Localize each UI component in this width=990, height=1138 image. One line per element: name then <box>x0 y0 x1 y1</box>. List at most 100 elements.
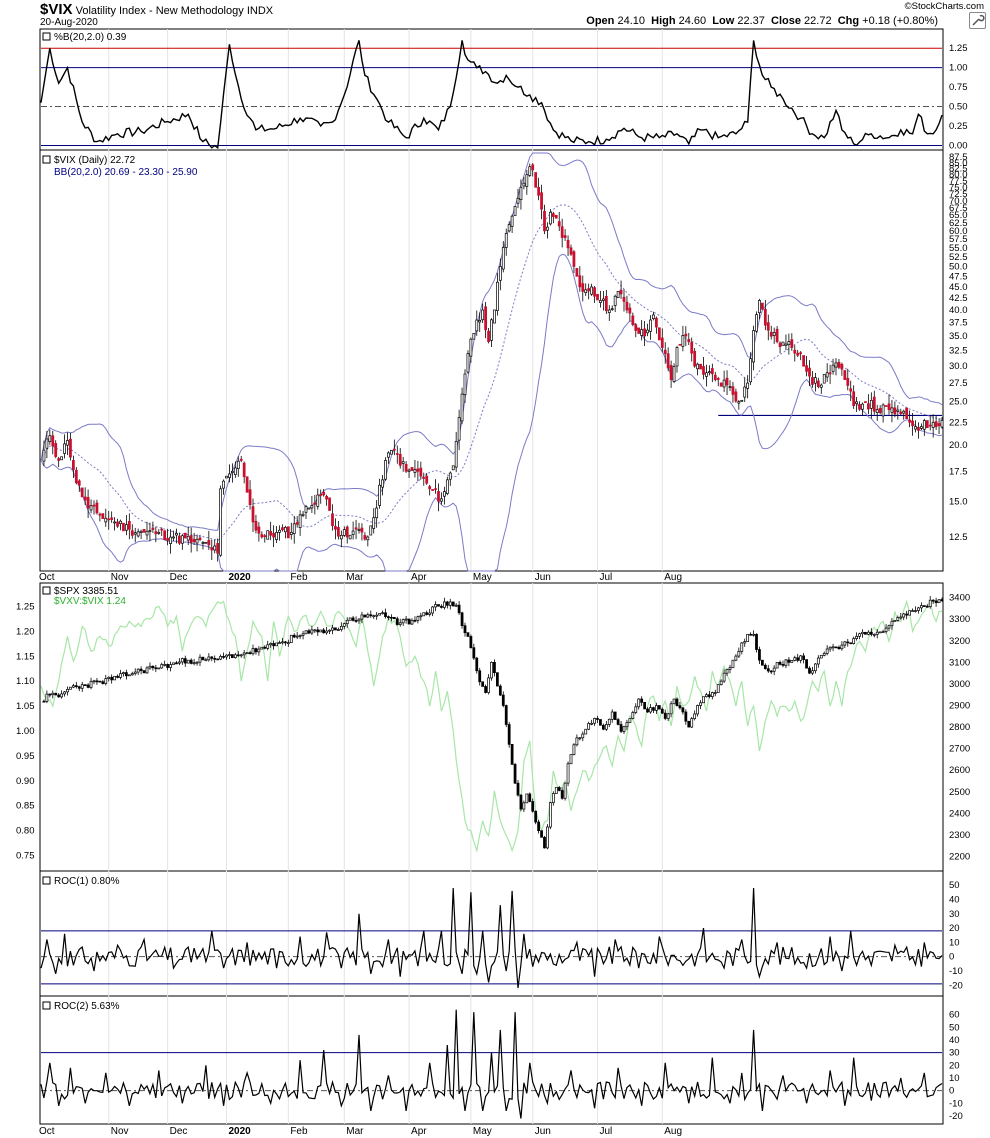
vix-candle <box>655 316 658 334</box>
vix-candle <box>563 229 567 241</box>
spx-candle <box>422 612 426 617</box>
spx-candle-body <box>864 631 867 635</box>
spx-candle-body <box>113 675 116 681</box>
pctb-tick-label: 1.00 <box>949 63 968 74</box>
vix-candle <box>893 401 897 418</box>
vix-candle <box>816 377 820 389</box>
vix-candle <box>233 461 237 478</box>
spx-candle <box>554 787 558 794</box>
roc1-tick-label: -10 <box>949 966 963 977</box>
vix-candle-body <box>401 461 405 464</box>
vix-candle <box>225 475 228 479</box>
vix-candle-body <box>295 522 299 525</box>
vix-candle <box>843 370 847 380</box>
spx-candle-body <box>840 644 844 650</box>
spx-candle-body <box>101 681 105 684</box>
vix-candle <box>646 323 649 337</box>
spx-candle-body <box>852 638 856 644</box>
spx-candle-body <box>607 718 611 725</box>
vix-candle <box>163 530 167 541</box>
vix-candle <box>781 341 785 346</box>
vix-candle <box>101 513 105 519</box>
vix-candle-body <box>725 377 729 386</box>
spx-candle <box>172 662 175 665</box>
vix-candle <box>743 377 747 403</box>
spx-candle-body <box>743 641 747 644</box>
spx-candle <box>225 654 228 660</box>
spx-candle <box>496 672 499 687</box>
spx-tick-label: 2600 <box>949 765 970 776</box>
vix-candle-body <box>649 319 652 332</box>
spx-candle <box>122 671 125 677</box>
spx-candle <box>864 631 867 635</box>
vix-candle-body <box>74 469 78 484</box>
vix-candle-body <box>263 535 267 538</box>
vix-candle <box>295 516 299 528</box>
symbol: $VIX <box>40 1 73 18</box>
spx-candle <box>440 604 443 609</box>
vix-candle <box>534 172 538 188</box>
spx-candle-body <box>498 685 502 696</box>
spx-candle-body <box>922 605 926 607</box>
vix-candle <box>130 524 134 539</box>
spx-candle <box>313 628 317 633</box>
vix-candle-body <box>784 343 788 346</box>
spx-candle-body <box>687 720 691 728</box>
vix-candle-body <box>213 545 217 551</box>
ratio-tick-label: 0.90 <box>16 776 35 787</box>
spx-candle <box>472 643 476 660</box>
spx-candle <box>887 624 891 632</box>
spx-candle <box>799 654 803 664</box>
vix-candle-body <box>852 391 856 406</box>
vix-candle <box>398 447 402 469</box>
vix-candle-body <box>469 338 473 357</box>
spx-candle-body <box>395 618 399 625</box>
panel-marker-icon <box>42 1001 51 1010</box>
vix-candle <box>766 314 770 341</box>
spx-candle-body <box>719 680 723 685</box>
spx-candle-body <box>83 684 87 687</box>
vix-tick-label: 75.0 <box>949 182 968 193</box>
vix-candle-body <box>663 349 667 355</box>
vix-candle <box>640 320 644 341</box>
spx-candle-body <box>493 662 496 674</box>
vix-candle-body <box>272 532 275 538</box>
spx-candle-body <box>169 664 172 668</box>
spx-candle-body <box>98 680 102 683</box>
vix-candle <box>778 341 782 354</box>
spx-candle-body <box>705 694 708 698</box>
vix-candle <box>66 432 69 456</box>
spx-candle <box>802 652 805 664</box>
spx-candle <box>145 666 149 674</box>
vix-candle <box>307 507 311 510</box>
vix-candle <box>905 407 909 420</box>
vix-candle <box>578 266 582 292</box>
vix-candle-body <box>722 379 726 388</box>
spx-candle-body <box>787 659 791 663</box>
spx-candle-body <box>858 633 861 637</box>
vix-candle <box>119 519 122 531</box>
spx-candle <box>755 633 758 653</box>
spx-candle <box>54 692 58 696</box>
vix-candle-body <box>587 288 591 292</box>
vix-candle <box>245 476 249 493</box>
spx-candle <box>728 664 732 674</box>
settings-icon[interactable] <box>969 12 986 29</box>
vix-candle-body <box>563 235 567 238</box>
spx-candle <box>357 618 361 624</box>
spx-candle-body <box>357 618 361 622</box>
vix-candle-body <box>849 388 853 392</box>
spx-candle-body <box>708 694 711 697</box>
spx-candle <box>705 692 708 698</box>
month-label: Jul <box>600 572 613 583</box>
vix-candle-body <box>878 408 882 414</box>
spx-candle-body <box>331 627 334 631</box>
vix-candle <box>631 312 635 327</box>
vix-candle <box>180 534 184 550</box>
vix-candle <box>610 305 614 311</box>
vix-candle-body <box>678 343 682 346</box>
spx-candle-body <box>784 659 788 666</box>
vix-candle <box>210 539 214 560</box>
vix-label: $VIX (Daily) 22.72 <box>54 155 136 166</box>
vix-tick-label: 60.0 <box>949 226 968 237</box>
